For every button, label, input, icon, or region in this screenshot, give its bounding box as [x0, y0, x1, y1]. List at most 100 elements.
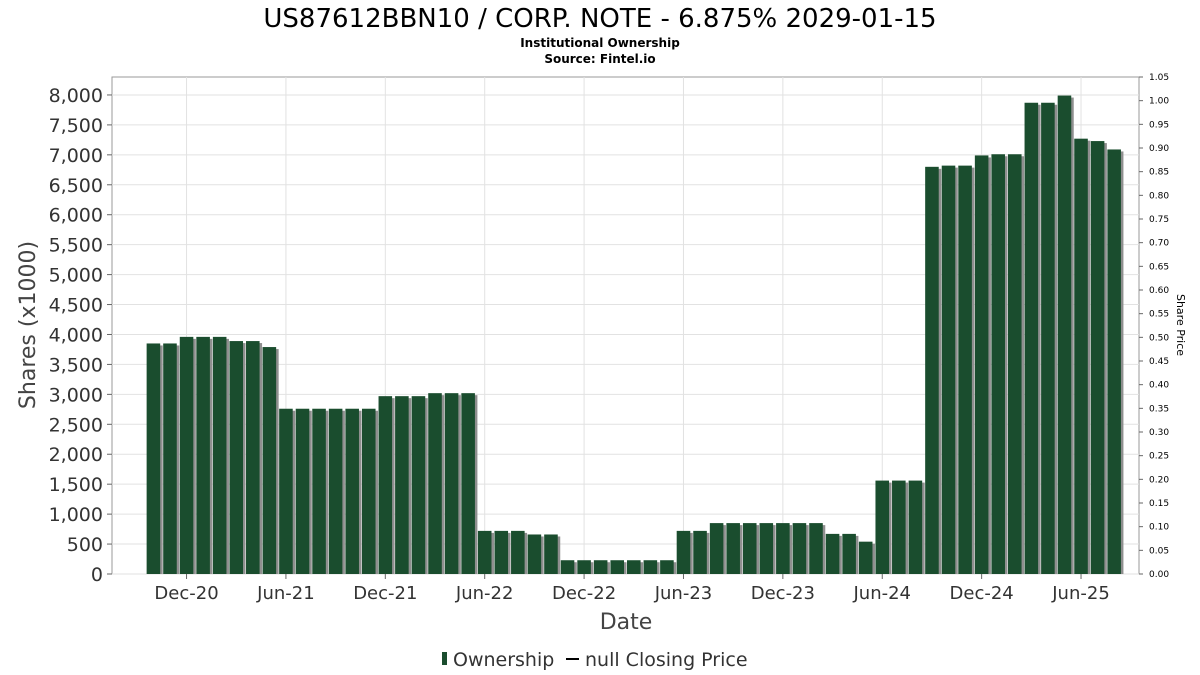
ownership-bar — [991, 154, 1005, 575]
ownership-bar — [246, 341, 260, 574]
ownership-bar — [212, 336, 227, 574]
y2-tick-label: 0.05 — [1149, 546, 1169, 556]
ownership-bar — [676, 530, 691, 574]
y2-axis-label: Share Price — [1174, 294, 1187, 356]
y-axis-ticks: 0 500 1,000 1,500 2,000 2,500 3,000 3,500 4,000 4… — [49, 85, 112, 586]
legend-ownership-label: Ownership — [453, 649, 554, 671]
ownership-bar — [726, 523, 740, 574]
ownership-bar — [345, 408, 359, 574]
y2-tick-label: 1.05 — [1149, 73, 1169, 83]
y2-tick-label: 0.10 — [1149, 523, 1169, 533]
ownership-bar — [163, 343, 177, 574]
ownership-bar — [593, 560, 608, 574]
legend-price-label: null Closing Price — [585, 649, 748, 671]
ownership-bar — [295, 408, 310, 574]
chart-source: Source: Fintel.io — [544, 52, 655, 66]
ownership-bar — [328, 408, 343, 574]
y-tick-label: 8,000 — [49, 85, 103, 107]
ownership-bar — [428, 393, 442, 574]
x-tick-label: Dec-22 — [552, 583, 616, 604]
ownership-bar — [892, 480, 906, 574]
ownership-bar — [709, 523, 724, 574]
y-tick-label: 6,500 — [49, 175, 103, 197]
y2-tick-label: 0.15 — [1149, 499, 1169, 509]
ownership-bar — [577, 560, 591, 574]
x-tick-label: Jun-24 — [852, 583, 911, 604]
ownership-bar — [759, 523, 774, 574]
ownership-bar — [925, 166, 939, 574]
y-tick-label: 1,000 — [49, 504, 103, 526]
ownership-bar — [1007, 154, 1022, 575]
ownership-bar — [1074, 138, 1088, 574]
ownership-bar — [1057, 95, 1072, 574]
y-tick-label: 2,000 — [49, 444, 103, 466]
ownership-bar — [1041, 102, 1055, 574]
x-tick-label: Jun-23 — [654, 583, 713, 604]
y2-tick-label: 0.95 — [1149, 120, 1169, 130]
y2-tick-label: 0.55 — [1149, 310, 1169, 320]
y2-tick-label: 0.35 — [1149, 404, 1169, 414]
x-axis-label: Date — [600, 610, 653, 635]
y2-tick-label: 0.00 — [1149, 570, 1169, 580]
ownership-bar — [776, 523, 790, 574]
ownership-bar — [1024, 102, 1039, 574]
x-tick-label: Jun-25 — [1051, 583, 1110, 604]
y-tick-label: 3,500 — [49, 354, 103, 376]
ownership-bar — [875, 480, 890, 574]
ownership-bar — [229, 341, 244, 574]
ownership-bar — [361, 408, 376, 574]
y2-tick-label: 0.65 — [1149, 262, 1169, 272]
y2-tick-label: 0.80 — [1149, 191, 1169, 201]
y2-axis-ticks: 0.00 0.05 0.10 0.15 0.20 0.25 0.30 0.35 0.40 0.45… — [1139, 73, 1169, 580]
ownership-bar — [544, 534, 558, 574]
ownership-bar — [494, 530, 509, 574]
ownership-bar — [1090, 141, 1105, 574]
ownership-bar — [560, 560, 575, 574]
ownership-bar — [941, 165, 956, 574]
ownership-bar — [908, 480, 923, 574]
y-tick-label: 4,500 — [49, 295, 103, 317]
y-tick-label: 4,000 — [49, 324, 103, 346]
ownership-bar — [179, 336, 194, 574]
ownership-bar — [146, 343, 161, 574]
y2-tick-label: 0.50 — [1149, 333, 1169, 343]
y-tick-label: 7,500 — [49, 115, 103, 137]
x-tick-label: Dec-20 — [154, 583, 218, 604]
y2-tick-label: 0.45 — [1149, 357, 1169, 367]
chart-title: US87612BBN10 / CORP. NOTE - 6.875% 2029-… — [263, 4, 936, 34]
ownership-bar — [809, 523, 823, 574]
ownership-bar — [627, 560, 641, 574]
ownership-bar — [958, 165, 972, 574]
y-tick-label: 6,000 — [49, 205, 103, 227]
ownership-bar — [378, 396, 393, 574]
ownership-bar — [262, 347, 277, 574]
y2-tick-label: 0.75 — [1149, 215, 1169, 225]
y-tick-label: 2,500 — [49, 414, 103, 436]
ownership-bar — [279, 408, 293, 574]
y2-tick-label: 0.60 — [1149, 286, 1169, 296]
ownership-bar — [693, 530, 707, 574]
y-tick-label: 0 — [91, 564, 103, 586]
ownership-bar — [312, 408, 326, 574]
y-axis-label: Shares (x1000) — [16, 241, 41, 409]
y-tick-label: 500 — [67, 534, 103, 556]
ownership-bar — [792, 523, 807, 574]
ownership-bar — [742, 523, 757, 574]
ownership-bar — [461, 393, 475, 574]
y-tick-label: 5,500 — [49, 235, 103, 257]
ownership-bar — [477, 530, 492, 574]
y2-tick-label: 0.30 — [1149, 428, 1169, 438]
ownership-bar — [527, 534, 542, 574]
y2-tick-label: 0.70 — [1149, 239, 1169, 249]
ownership-bar — [411, 396, 426, 574]
x-tick-label: Dec-23 — [751, 583, 815, 604]
y2-tick-label: 0.40 — [1149, 381, 1169, 391]
ownership-bar — [610, 560, 624, 574]
y2-tick-label: 0.25 — [1149, 452, 1169, 462]
x-tick-label: Jun-22 — [455, 583, 514, 604]
ownership-bar — [858, 541, 873, 574]
y2-tick-label: 0.85 — [1149, 168, 1169, 178]
ownership-bar — [196, 336, 210, 574]
chart-subtitle: Institutional Ownership — [520, 36, 680, 50]
